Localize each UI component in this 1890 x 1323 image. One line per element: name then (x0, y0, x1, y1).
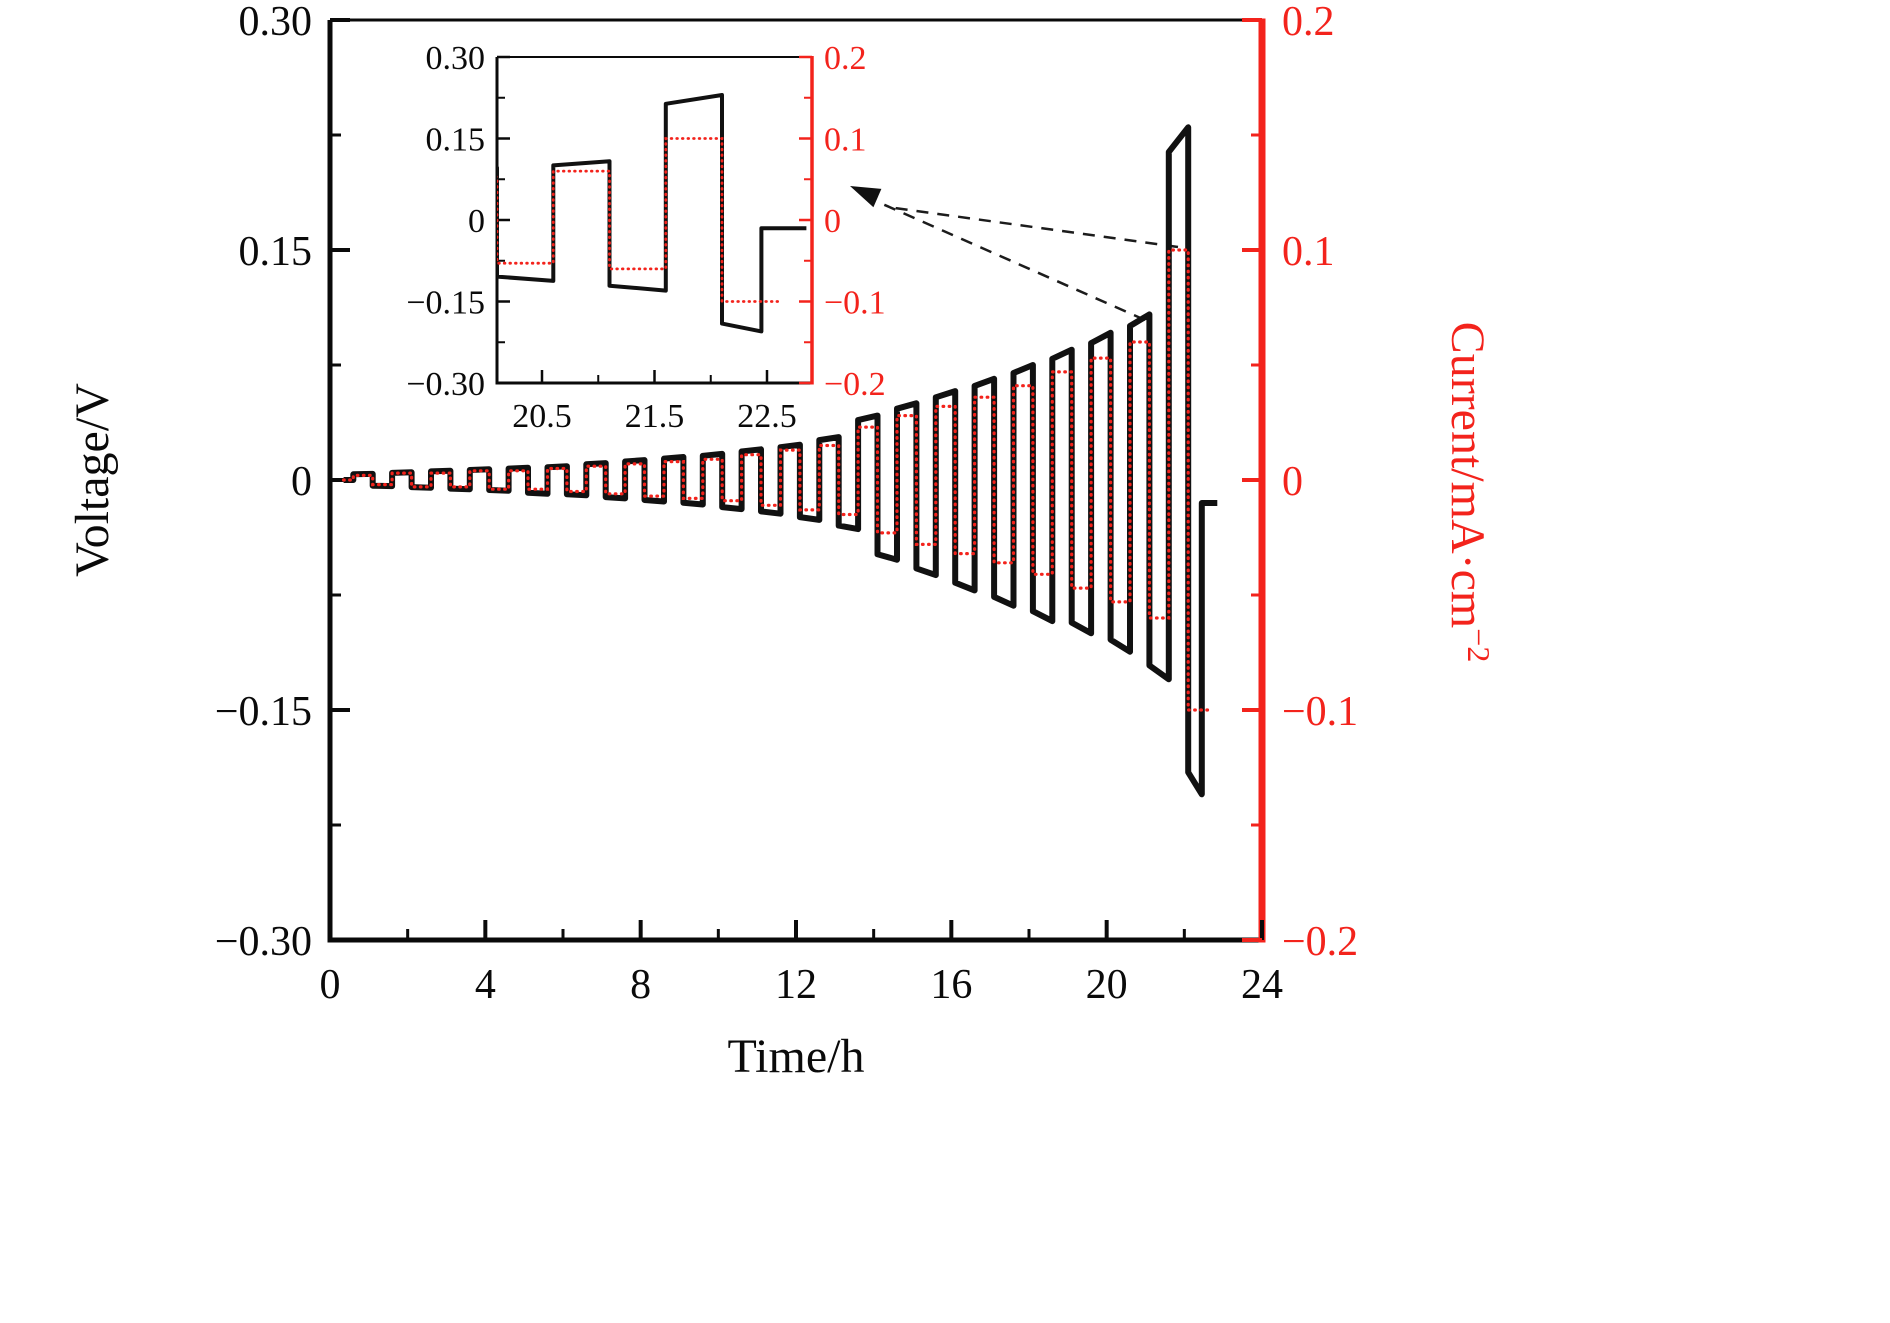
tick-label: −0.1 (1282, 689, 1358, 735)
tick-label: 0.2 (1282, 0, 1335, 45)
tick-label: 0.2 (824, 40, 867, 77)
tick-label: 0.15 (426, 122, 486, 159)
inset-x-ticks: 20.5 21.5 22.5 (512, 370, 797, 435)
tick-label: 0.30 (239, 0, 313, 45)
tick-label: 0 (320, 962, 341, 1008)
tick-label: 20.5 (512, 398, 572, 435)
dashed-leader-line-2 (894, 206, 1179, 249)
tick-label: −0.1 (824, 285, 886, 322)
tick-label: 24 (1241, 962, 1283, 1008)
left-axis-title: Voltage/V (66, 383, 119, 577)
x-axis-title: Time/h (728, 1030, 865, 1083)
right-axis-title-text: Current/mA·cm (1441, 322, 1494, 629)
tick-label: 0 (291, 459, 312, 505)
tick-label: 0 (1282, 459, 1303, 505)
main-yleft-ticks: 0.30 0.15 0 −0.15 −0.30 (215, 0, 350, 965)
tick-label: 0 (468, 203, 485, 240)
inset-yleft-ticks: 0.30 0.15 0 −0.15 −0.30 (406, 40, 510, 403)
tick-label: 0.1 (824, 122, 867, 159)
tick-label: 22.5 (737, 398, 797, 435)
arrowhead (850, 186, 882, 208)
inset-plot: 20.5 21.5 22.5 0.30 0.15 0 −0.15 −0.30 0.2 0.1 0 −0… (406, 40, 886, 435)
right-axis-title-superscript: −2 (1461, 628, 1497, 662)
tick-label: 0.1 (1282, 229, 1335, 275)
tick-label: −0.2 (824, 366, 886, 403)
tick-label: −0.30 (215, 919, 312, 965)
main-x-ticks: 0 4 8 12 16 20 24 (320, 920, 1283, 1008)
tick-label: 0.15 (239, 229, 313, 275)
inset-annotation (850, 186, 1179, 322)
inset-background (497, 57, 812, 383)
tick-label: 0 (824, 203, 841, 240)
tick-label: 0.30 (426, 40, 486, 77)
main-yright-ticks: 0.2 0.1 0 −0.1 −0.2 (1242, 0, 1358, 965)
dashed-leader-line-1 (877, 200, 1146, 322)
tick-label: −0.30 (406, 366, 485, 403)
tick-label: 20 (1086, 962, 1128, 1008)
tick-label: 21.5 (625, 398, 685, 435)
current-series (342, 248, 1210, 712)
tick-label: −0.15 (406, 285, 485, 322)
tick-label: 8 (630, 962, 651, 1008)
main-plot: 0 4 8 12 16 20 240.300.150−0.15−0.300.20.10−0.… (215, 0, 1358, 1008)
inset-yright-ticks: 0.2 0.1 0 −0.1 −0.2 (799, 40, 886, 403)
tick-label: −0.2 (1282, 919, 1358, 965)
tick-label: −0.15 (215, 689, 312, 735)
right-axis-title: Current/mA·cm−2 (1441, 322, 1497, 663)
tick-label: 4 (475, 962, 496, 1008)
tick-label: 16 (930, 962, 972, 1008)
tick-label: 12 (775, 962, 817, 1008)
